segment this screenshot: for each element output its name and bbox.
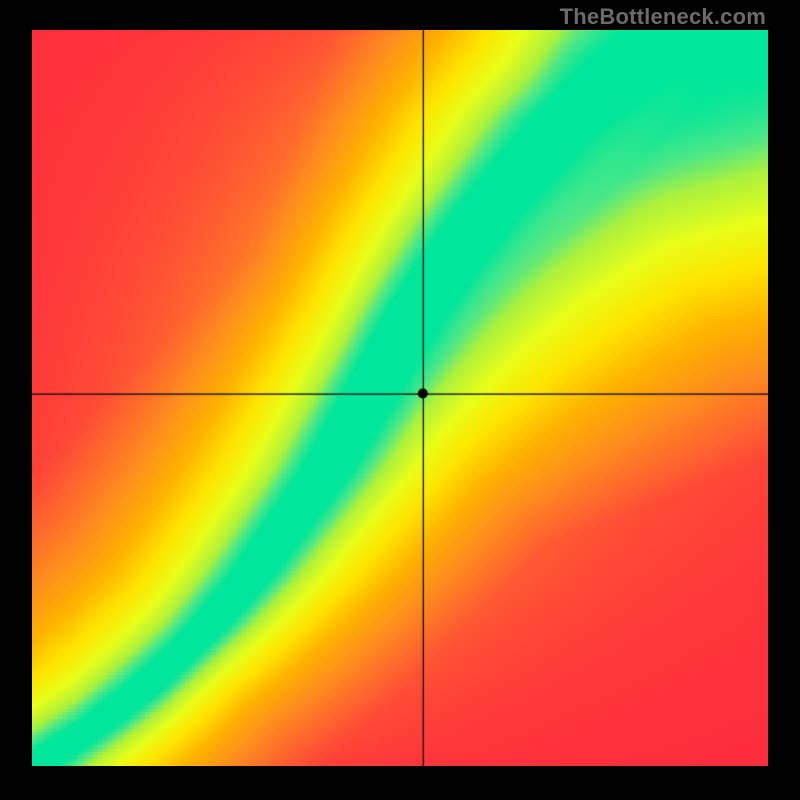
chart-frame: TheBottleneck.com (0, 0, 800, 800)
heatmap-canvas (32, 30, 768, 766)
plot-area (32, 30, 768, 766)
watermark-text: TheBottleneck.com (560, 4, 766, 30)
